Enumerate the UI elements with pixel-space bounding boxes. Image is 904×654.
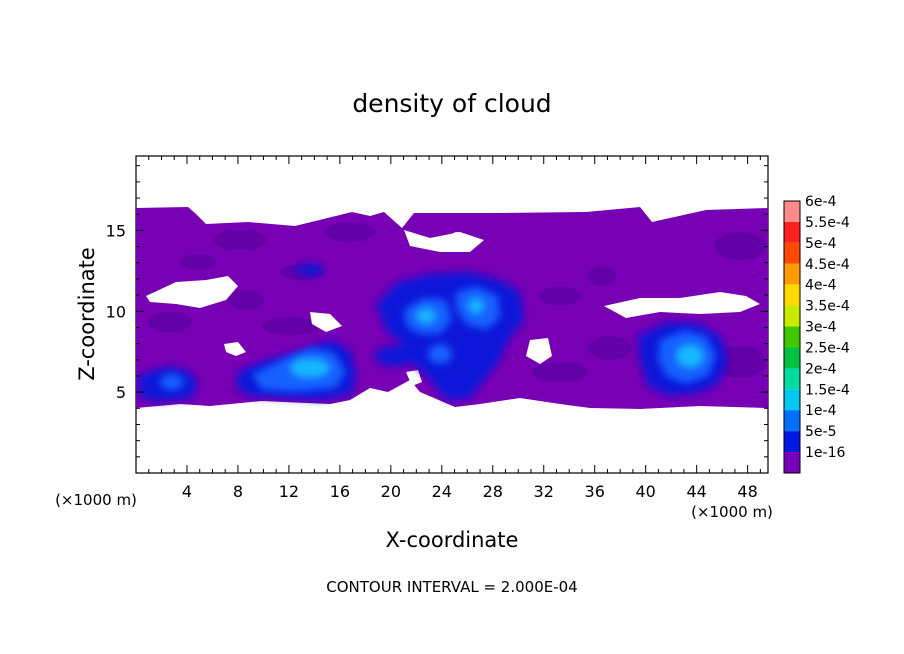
x-tick-label: 4 bbox=[182, 482, 192, 501]
y-tick-labels: 5 10 15 bbox=[106, 221, 126, 402]
axis-ticks bbox=[136, 156, 768, 473]
colorbar-swatch bbox=[784, 410, 800, 432]
y-tick-label: 5 bbox=[116, 383, 126, 402]
x-tick-label: 24 bbox=[432, 482, 452, 501]
colorbar-swatch bbox=[784, 326, 800, 348]
colorbar-swatch bbox=[784, 284, 800, 306]
colorbar-label: 2.5e-4 bbox=[805, 340, 850, 356]
colorbar-swatch bbox=[784, 368, 800, 390]
cloud-field bbox=[136, 207, 768, 409]
x-tick-labels: 4 8 12 16 20 24 28 32 36 40 44 48 bbox=[182, 482, 758, 501]
colorbar-label: 1e-16 bbox=[805, 445, 845, 461]
chart-title: density of cloud bbox=[352, 89, 551, 118]
y-unit-label: (×1000 m) bbox=[55, 491, 137, 509]
x-tick-label: 28 bbox=[483, 482, 503, 501]
x-unit-label: (×1000 m) bbox=[691, 503, 773, 521]
colorbar-label: 3e-4 bbox=[805, 320, 837, 336]
colorbar-swatch bbox=[784, 201, 800, 222]
colorbar-label: 5e-4 bbox=[805, 236, 837, 252]
colorbar-swatch bbox=[784, 347, 800, 369]
x-axis-label: X-coordinate bbox=[386, 528, 519, 552]
colorbar-swatch bbox=[784, 305, 800, 327]
colorbar-label: 1e-4 bbox=[805, 403, 837, 419]
colorbar-label: 4.5e-4 bbox=[805, 257, 850, 273]
colorbar-swatch bbox=[784, 431, 800, 453]
x-tick-label: 48 bbox=[737, 482, 757, 501]
colorbar-label: 5e-5 bbox=[805, 424, 836, 440]
colorbar-label: 5.5e-4 bbox=[805, 215, 850, 231]
colorbar-swatch bbox=[784, 221, 800, 243]
contour-interval-note: CONTOUR INTERVAL = 2.000E-04 bbox=[326, 578, 577, 596]
colorbar-frame bbox=[783, 200, 801, 474]
colorbar-label: 1.5e-4 bbox=[805, 382, 850, 398]
colorbar-label: 2e-4 bbox=[805, 361, 837, 377]
colorbar-swatch bbox=[784, 389, 800, 411]
colorbar-swatch bbox=[784, 263, 800, 285]
x-tick-label: 12 bbox=[279, 482, 299, 501]
y-axis-label: Z-coordinate bbox=[75, 247, 99, 381]
colorbar: 6e-4 5.5e-4 5e-4 4.5e-4 4e-4 3.5e-4 3e-4 2.5e-4… bbox=[783, 194, 850, 474]
y-tick-label: 10 bbox=[106, 302, 126, 321]
colorbar-label: 4e-4 bbox=[805, 278, 837, 294]
x-tick-label: 16 bbox=[330, 482, 350, 501]
colorbar-label: 3.5e-4 bbox=[805, 299, 850, 315]
x-tick-label: 44 bbox=[686, 482, 706, 501]
y-tick-label: 15 bbox=[106, 221, 126, 240]
x-tick-label: 36 bbox=[585, 482, 605, 501]
x-tick-label: 40 bbox=[635, 482, 655, 501]
x-tick-label: 32 bbox=[534, 482, 554, 501]
colorbar-swatch bbox=[784, 242, 800, 264]
x-tick-label: 20 bbox=[381, 482, 401, 501]
x-tick-label: 8 bbox=[233, 482, 243, 501]
colorbar-swatch bbox=[784, 452, 800, 473]
colorbar-label: 6e-4 bbox=[805, 194, 837, 210]
